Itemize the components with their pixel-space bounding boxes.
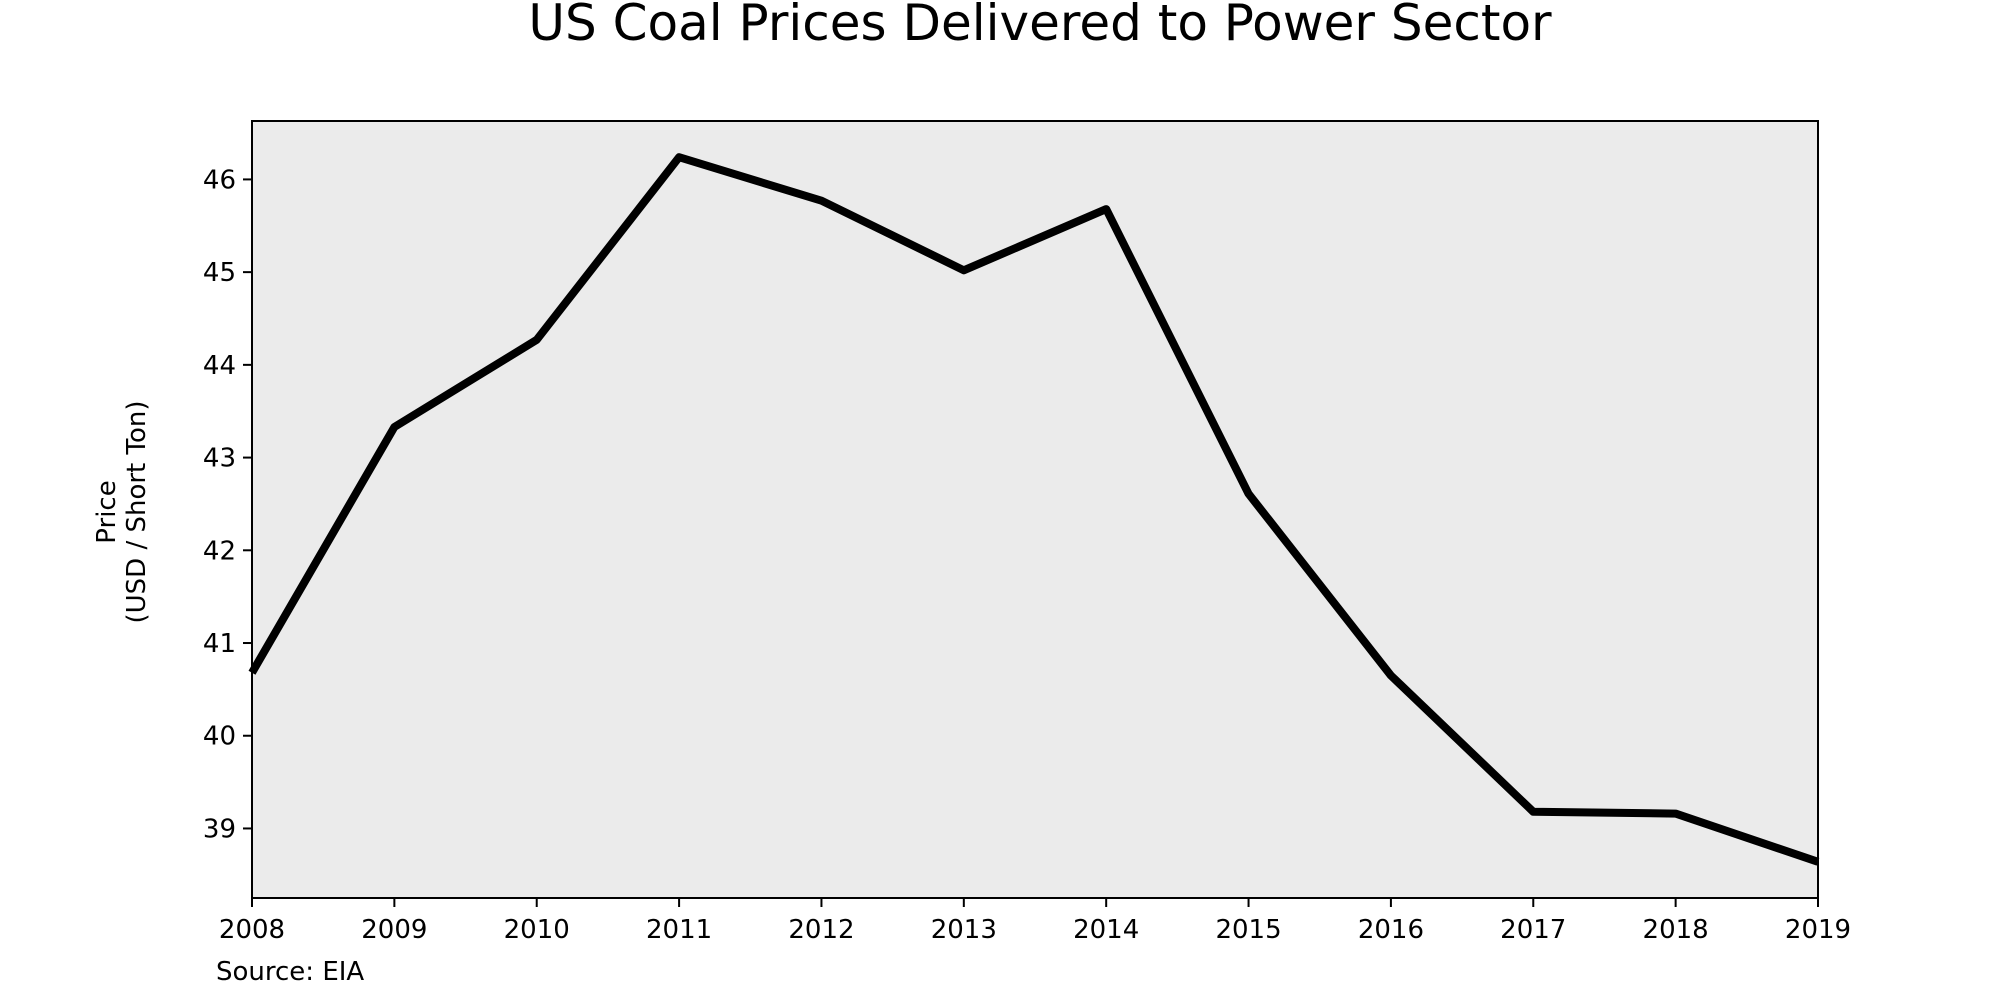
- x-axis: 2008 2009 2010 2011 2012 2013 2014 2015 2016 2017…: [219, 898, 1851, 945]
- x-tick-label: 2013: [931, 915, 997, 945]
- x-tick-label: 2016: [1358, 915, 1424, 945]
- y-tick-label: 41: [203, 629, 236, 659]
- y-tick-label: 39: [203, 814, 236, 844]
- y-axis: 39 40 41 42 43 44 45 46: [203, 165, 252, 844]
- x-tick-label: 2019: [1785, 915, 1851, 945]
- x-tick-label: 2015: [1215, 915, 1281, 945]
- x-tick-label: 2014: [1073, 915, 1139, 945]
- y-tick-label: 42: [203, 536, 236, 566]
- y-tick-label: 44: [203, 351, 236, 381]
- x-tick-label: 2009: [361, 915, 427, 945]
- x-tick-label: 2011: [646, 915, 712, 945]
- x-tick-label: 2017: [1500, 915, 1566, 945]
- y-tick-label: 46: [203, 165, 236, 195]
- x-tick-label: 2012: [788, 915, 854, 945]
- y-axis-label-line2: (USD / Short Ton): [122, 400, 152, 623]
- x-tick-label: 2008: [219, 915, 285, 945]
- y-tick-label: 43: [203, 444, 236, 474]
- y-tick-label: 40: [203, 722, 236, 752]
- x-tick-label: 2018: [1643, 915, 1709, 945]
- y-axis-label-line1: Price: [92, 480, 122, 543]
- y-tick-label: 45: [203, 258, 236, 288]
- x-tick-label: 2010: [504, 915, 570, 945]
- source-note: Source: EIA: [216, 957, 364, 987]
- chart-title: US Coal Prices Delivered to Power Sector: [528, 0, 1552, 52]
